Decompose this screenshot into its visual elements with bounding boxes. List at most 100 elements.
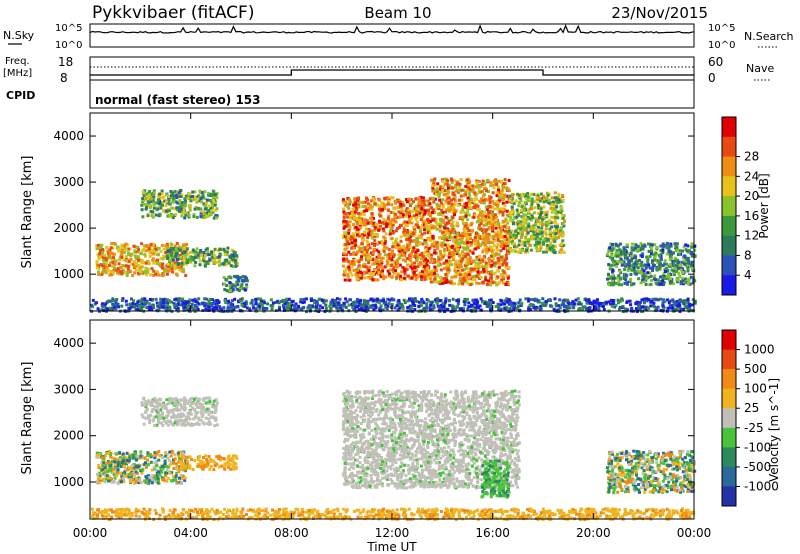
echo-cell xyxy=(367,256,370,260)
echo-cell xyxy=(178,209,181,213)
echo-cell xyxy=(458,273,462,277)
echo-cell xyxy=(650,261,654,264)
echo-cell xyxy=(392,267,395,271)
echo-cell xyxy=(647,264,651,268)
echo-cell xyxy=(457,239,461,243)
echo-cell xyxy=(687,261,691,265)
echo-cell xyxy=(200,210,204,214)
echo-cell xyxy=(161,200,165,204)
echo-cell xyxy=(488,221,492,225)
echo-cell xyxy=(458,215,462,219)
echo-cell xyxy=(623,268,627,271)
echo-cell xyxy=(441,210,445,214)
echo-cell xyxy=(203,264,207,268)
echo-cell xyxy=(174,254,178,257)
echo-cell xyxy=(148,255,152,258)
echo-cell xyxy=(475,192,479,196)
echo-cell xyxy=(349,270,352,274)
echo-cell xyxy=(357,201,361,205)
echo-cell xyxy=(156,252,159,256)
echo-cell xyxy=(437,212,441,216)
echo-cell xyxy=(239,284,243,288)
echo-cell xyxy=(386,269,390,273)
echo-cell xyxy=(357,264,361,268)
echo-cell xyxy=(500,226,503,230)
echo-cell xyxy=(235,254,239,258)
echo-cell xyxy=(228,289,232,292)
echo-cell xyxy=(529,248,533,252)
echo-cell xyxy=(432,217,436,221)
echo-cell xyxy=(485,198,489,202)
echo-cell xyxy=(374,306,378,310)
echo-cell xyxy=(498,207,502,211)
echo-cell xyxy=(529,224,533,228)
echo-cell xyxy=(415,223,419,227)
echo-cell xyxy=(407,232,411,236)
echo-cell xyxy=(348,198,352,202)
echo-cell xyxy=(215,207,219,211)
freq-lo: 8 xyxy=(60,71,68,85)
echo-cell xyxy=(237,289,241,292)
echo-cell xyxy=(530,207,534,211)
echo-cell xyxy=(646,271,650,275)
echo-cell xyxy=(150,214,154,218)
echo-cell xyxy=(540,220,544,224)
echo-cell xyxy=(404,259,407,263)
echo-cell xyxy=(456,232,460,236)
echo-cell xyxy=(526,231,530,235)
echo-cell xyxy=(161,257,165,261)
echo-cell xyxy=(593,307,597,310)
echo-cell xyxy=(540,231,544,235)
echo-cell xyxy=(160,196,164,200)
echo-cell xyxy=(190,257,194,261)
echo-cell xyxy=(484,278,488,282)
echo-cell xyxy=(305,310,308,314)
echo-cell xyxy=(366,198,370,202)
echo-cell xyxy=(203,304,207,308)
echo-cell xyxy=(460,234,464,237)
echo-cell xyxy=(659,282,663,286)
echo-cell xyxy=(457,198,461,202)
echo-cell xyxy=(427,247,431,251)
echo-cell xyxy=(162,254,166,258)
echo-cell xyxy=(449,246,453,249)
echo-cell xyxy=(467,177,471,181)
echo-cell xyxy=(218,252,222,256)
echo-cell xyxy=(417,273,421,277)
echo-cell xyxy=(457,185,461,189)
echo-cell xyxy=(417,202,421,206)
echo-cell xyxy=(176,201,180,205)
echo-cell xyxy=(682,245,686,249)
echo-cell xyxy=(690,250,693,254)
echo-cell xyxy=(688,249,692,253)
echo-cell xyxy=(360,250,364,254)
echo-cell xyxy=(423,219,427,223)
echo-cell xyxy=(148,189,152,193)
echo-cell xyxy=(629,278,633,282)
echo-cell xyxy=(419,272,423,276)
echo-cell xyxy=(207,253,211,257)
echo-cell xyxy=(435,186,439,190)
echo-cell xyxy=(360,271,363,275)
echo-cell xyxy=(670,256,674,260)
echo-cell xyxy=(231,253,235,257)
echo-cell xyxy=(418,211,422,215)
echo-cell xyxy=(366,248,369,252)
echo-cell xyxy=(174,212,178,216)
echo-cell xyxy=(363,262,367,266)
echo-cell xyxy=(453,210,457,214)
echo-cell xyxy=(135,245,139,249)
echo-cell xyxy=(213,255,217,258)
echo-cell xyxy=(490,210,494,214)
echo-cell xyxy=(369,257,373,261)
echo-cell xyxy=(540,197,544,200)
echo-cell xyxy=(129,269,133,273)
echo-cell xyxy=(100,255,104,259)
echo-cell xyxy=(179,205,183,209)
echo-cell xyxy=(387,274,391,278)
echo-cell xyxy=(473,213,477,217)
echo-cell xyxy=(402,233,406,237)
echo-cell xyxy=(270,307,274,311)
echo-cell xyxy=(420,270,424,274)
echo-cell xyxy=(525,248,529,252)
